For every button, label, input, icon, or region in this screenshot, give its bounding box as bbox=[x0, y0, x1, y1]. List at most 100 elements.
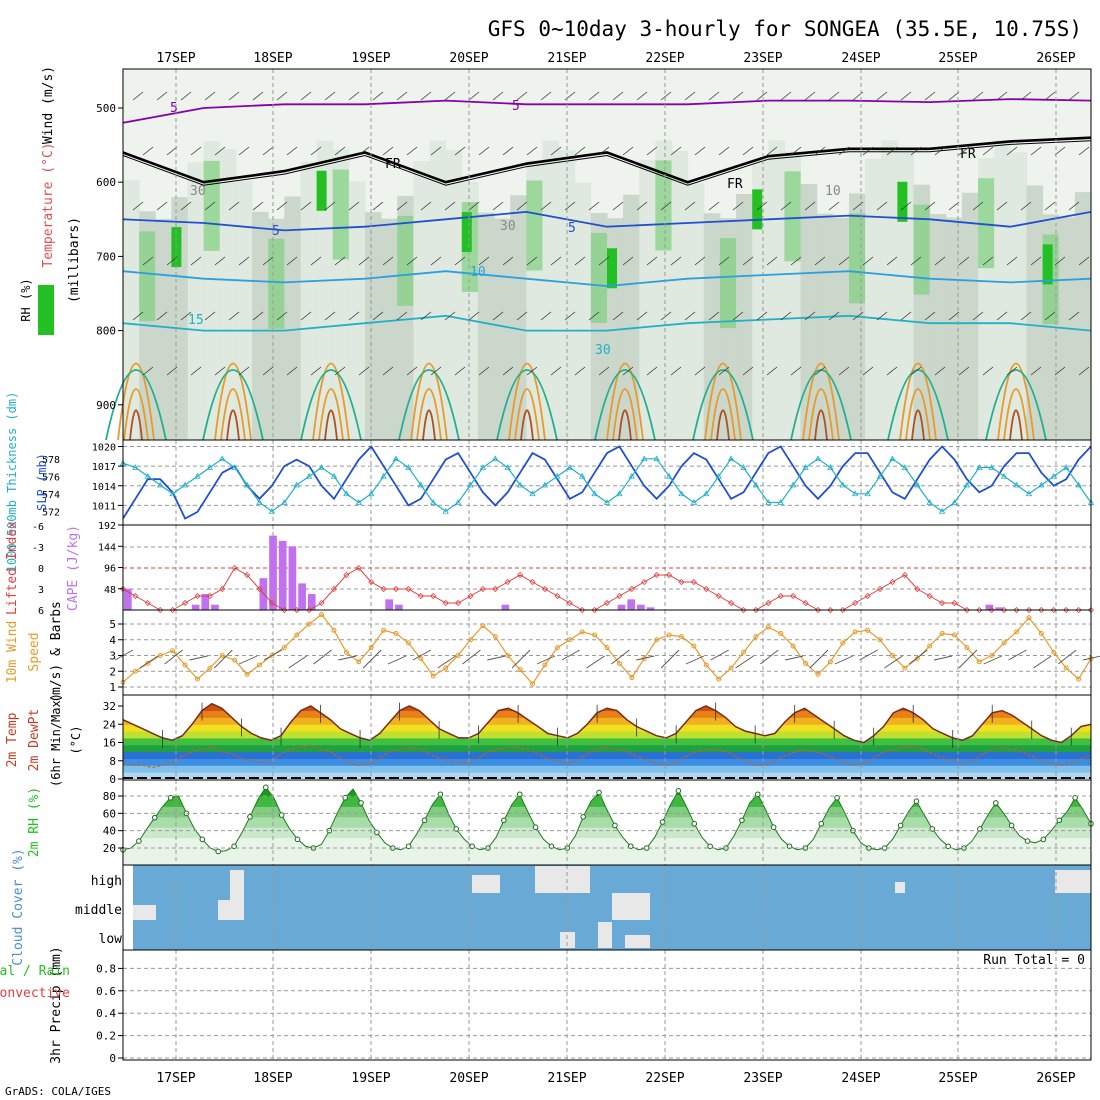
wind-barb-10m bbox=[487, 655, 506, 661]
wind-speed-marker bbox=[778, 630, 784, 636]
lifted-marker bbox=[591, 606, 598, 614]
rh-shade bbox=[816, 213, 834, 440]
rh-marker bbox=[199, 836, 206, 843]
wind-barb bbox=[382, 146, 394, 156]
thickness-marker bbox=[777, 499, 784, 505]
wind-speed-marker bbox=[530, 681, 536, 687]
warm-dome bbox=[606, 362, 644, 441]
rh-shade bbox=[348, 181, 366, 441]
wind-barb-10m bbox=[958, 649, 978, 669]
lifted-marker bbox=[281, 606, 288, 614]
wind-barb bbox=[276, 91, 288, 101]
rh-shade bbox=[429, 140, 447, 441]
thickness-marker bbox=[516, 481, 524, 488]
wind-speed-marker bbox=[666, 632, 672, 638]
rh-marker bbox=[945, 843, 951, 850]
wind-barb bbox=[982, 366, 994, 376]
y-tick-label: 0 bbox=[109, 773, 116, 786]
wind-barb bbox=[958, 146, 970, 156]
wind-barb-10m bbox=[213, 649, 233, 669]
rh-shade bbox=[897, 151, 915, 440]
lifted-marker bbox=[641, 578, 648, 586]
wind-speed-marker bbox=[654, 637, 660, 643]
cloud-clear-cell bbox=[1055, 870, 1091, 893]
lifted-marker bbox=[914, 585, 921, 593]
wind-barb bbox=[1030, 366, 1042, 376]
wind-barb bbox=[622, 256, 634, 266]
wind-barb-10m bbox=[164, 649, 183, 665]
wind-barb-10m bbox=[1008, 649, 1027, 661]
rh-band bbox=[123, 806, 1091, 818]
rh-marker bbox=[675, 788, 682, 794]
warm-dome bbox=[416, 388, 442, 441]
thickness-marker bbox=[963, 481, 971, 488]
wind-barb bbox=[574, 366, 586, 376]
wind-barb bbox=[300, 311, 312, 321]
lifted-marker bbox=[802, 599, 809, 607]
lifted-marker bbox=[144, 599, 151, 607]
footer-label: GrADS: COLA/IGES bbox=[5, 1085, 111, 1098]
wind-barb bbox=[910, 146, 922, 156]
y-tick-label: 900 bbox=[96, 399, 116, 412]
wind-speed-marker bbox=[554, 645, 560, 651]
wind-barb bbox=[204, 91, 216, 101]
wind-barb bbox=[300, 201, 312, 211]
wind-speed-marker bbox=[182, 662, 188, 668]
thickness-marker bbox=[430, 499, 437, 505]
date-label-top: 17SEP bbox=[156, 51, 195, 66]
thickness-marker bbox=[206, 464, 214, 470]
rh-shade-moist bbox=[978, 178, 995, 269]
temp-band bbox=[123, 703, 1091, 705]
wind-barb bbox=[214, 256, 226, 266]
wind-speed-marker bbox=[741, 649, 747, 655]
wind-barb bbox=[286, 366, 298, 376]
warm-dome bbox=[422, 409, 436, 441]
wind-barb bbox=[1068, 311, 1080, 321]
y-tick-label: 500 bbox=[96, 102, 116, 115]
run-total-label: Run Total = 0 bbox=[983, 953, 1085, 968]
rh-shade bbox=[381, 218, 398, 440]
wind-barb bbox=[862, 366, 874, 376]
wind-barb bbox=[516, 311, 528, 321]
y-tick-label: 1 bbox=[109, 681, 116, 694]
rh-band bbox=[123, 827, 1091, 839]
cloud-axis-label: Cloud Cover (%) bbox=[11, 848, 26, 965]
wind-barb bbox=[180, 201, 192, 211]
wind-barb bbox=[286, 146, 298, 156]
wind-barb bbox=[708, 91, 720, 101]
rh-marker bbox=[231, 843, 237, 850]
rh-shade bbox=[1010, 152, 1027, 440]
wind-speed-marker bbox=[691, 643, 697, 649]
contour-label: 5 bbox=[568, 221, 576, 236]
rh-marker bbox=[469, 843, 475, 850]
date-label-bottom: 25SEP bbox=[938, 1071, 977, 1086]
wind-speed-marker bbox=[319, 612, 325, 618]
wind-speed-marker bbox=[232, 657, 238, 663]
wind-barb bbox=[180, 311, 192, 321]
cape-bar bbox=[269, 535, 277, 610]
isotherm-line bbox=[122, 210, 1092, 232]
thickness-marker bbox=[752, 481, 760, 488]
cloud-clear-cell bbox=[472, 875, 500, 893]
wind-speed-marker bbox=[678, 634, 684, 640]
y-tick-label: 3 bbox=[109, 650, 116, 663]
wind-barb bbox=[588, 311, 600, 321]
wind-barb bbox=[1078, 256, 1090, 266]
wind-barb bbox=[156, 201, 168, 211]
warm-dome bbox=[704, 362, 742, 441]
temp-band bbox=[123, 710, 1091, 718]
rh-marker bbox=[263, 784, 269, 791]
warm-dome bbox=[220, 388, 246, 441]
y-tick-label: 24 bbox=[103, 718, 117, 731]
wind-barb bbox=[804, 311, 816, 321]
wind-barb bbox=[934, 146, 946, 156]
wind-barb bbox=[190, 146, 202, 156]
wind-speed-marker bbox=[604, 645, 610, 651]
wind-barb bbox=[694, 366, 706, 376]
lifted-tick-label: 6 bbox=[38, 606, 44, 617]
thickness-marker bbox=[690, 499, 698, 505]
wind-barb bbox=[670, 256, 682, 266]
cape-bar bbox=[995, 607, 1003, 610]
wind-barb bbox=[766, 146, 778, 156]
wind-barb bbox=[612, 201, 624, 211]
